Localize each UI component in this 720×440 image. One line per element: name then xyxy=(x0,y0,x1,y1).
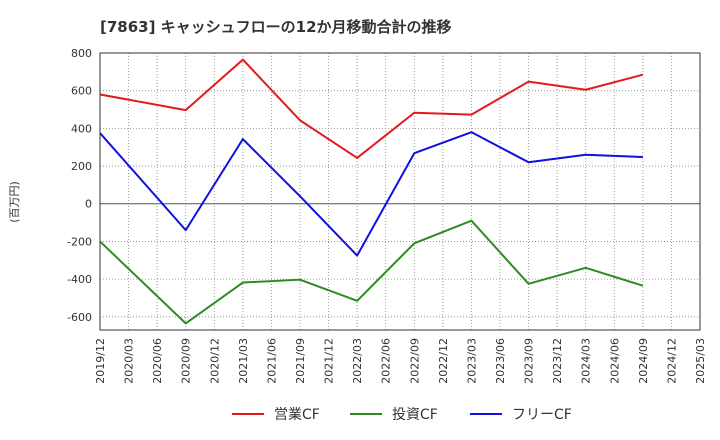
x-axis-ticks: 2019/12 2020/03 2020/06 2020/09 2020/12 2021/… xyxy=(94,338,707,384)
legend: 営業CF 投資CF フリーCF xyxy=(232,407,572,423)
x-tick-label: 2021/12 xyxy=(323,338,336,384)
y-axis-label: (百万円) xyxy=(8,181,21,223)
x-tick-label: 2022/12 xyxy=(437,338,450,384)
x-tick-label: 2024/09 xyxy=(637,338,650,384)
x-tick-label: 2024/06 xyxy=(608,338,621,384)
x-tick-label: 2024/12 xyxy=(665,338,678,384)
x-tick-label: 2020/06 xyxy=(151,338,164,384)
x-tick-label: 2023/03 xyxy=(465,338,478,384)
x-tick-label: 2019/12 xyxy=(94,338,107,384)
y-tick-label: 800 xyxy=(71,47,92,60)
x-tick-label: 2022/06 xyxy=(380,338,393,384)
x-tick-label: 2023/06 xyxy=(494,338,507,384)
x-tick-label: 2023/09 xyxy=(523,338,536,384)
x-tick-label: 2020/09 xyxy=(180,338,193,384)
grid xyxy=(100,52,700,330)
legend-label: 投資CF xyxy=(392,407,438,423)
x-tick-label: 2023/12 xyxy=(551,338,564,384)
series-line xyxy=(99,58,644,159)
series-line xyxy=(99,219,644,325)
y-tick-label: 0 xyxy=(85,198,92,211)
x-tick-label: 2022/09 xyxy=(408,338,421,384)
legend-label: フリーCF xyxy=(512,407,572,423)
plot-frame xyxy=(99,52,701,331)
y-tick-label: 200 xyxy=(71,160,92,173)
series-line xyxy=(99,131,643,257)
x-tick-label: 2020/03 xyxy=(123,338,136,384)
y-tick-label: 400 xyxy=(71,122,92,135)
x-tick-label: 2024/03 xyxy=(580,338,593,384)
legend-label: 営業CF xyxy=(274,407,320,423)
series-lines xyxy=(99,58,644,325)
x-tick-label: 2020/12 xyxy=(208,338,221,384)
x-tick-label: 2021/09 xyxy=(294,338,307,384)
chart-title: [7863] キャッシュフローの12か月移動合計の推移 xyxy=(100,18,452,36)
x-tick-label: 2025/03 xyxy=(694,338,707,384)
y-tick-label: -200 xyxy=(67,235,92,248)
x-tick-label: 2022/03 xyxy=(351,338,364,384)
x-tick-label: 2021/03 xyxy=(237,338,250,384)
y-tick-label: 600 xyxy=(71,85,92,98)
x-tick-label: 2021/06 xyxy=(265,338,278,384)
y-tick-label: -600 xyxy=(67,311,92,324)
y-axis-ticks: 800 600 400 200 0 -200 -400 -600 xyxy=(67,47,92,324)
y-tick-label: -400 xyxy=(67,273,92,286)
